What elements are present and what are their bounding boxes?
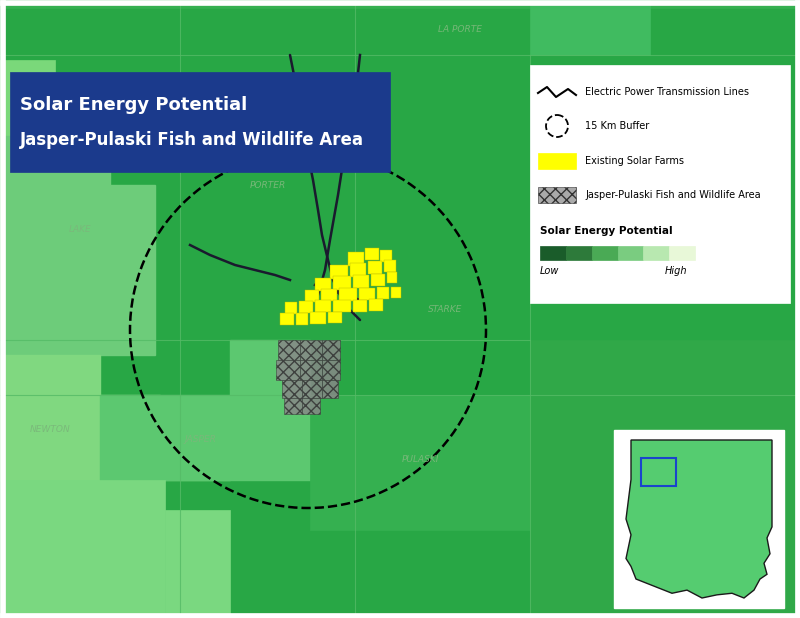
Bar [365, 248, 379, 260]
Text: LAKE: LAKE [69, 226, 91, 234]
Text: Solar Energy Potential: Solar Energy Potential [20, 96, 247, 114]
Bar [276, 360, 300, 380]
Bar [538, 153, 576, 169]
Text: NEWTON: NEWTON [30, 426, 70, 434]
Bar [310, 395, 530, 530]
Text: PULASKI: PULASKI [402, 455, 438, 465]
Polygon shape [626, 440, 772, 598]
Bar [0, 60, 55, 135]
Bar [322, 380, 338, 398]
Bar [310, 312, 326, 324]
Bar [538, 187, 576, 203]
Bar [795, 0, 800, 618]
Text: 15 Km Buffer: 15 Km Buffer [585, 121, 650, 131]
Text: Electric Power Transmission Lines: Electric Power Transmission Lines [585, 87, 749, 97]
Bar [371, 274, 385, 286]
Bar [0, 0, 800, 5]
Bar [377, 287, 389, 299]
Bar [321, 289, 337, 301]
Bar [380, 250, 392, 262]
Bar [384, 260, 396, 272]
Bar [284, 398, 302, 414]
Bar [359, 288, 375, 300]
Bar [300, 360, 322, 380]
Bar [299, 301, 313, 313]
Bar [278, 340, 300, 360]
Bar [0, 0, 800, 8]
Bar [280, 313, 294, 325]
Bar [530, 65, 790, 303]
Text: JASPER: JASPER [184, 436, 216, 444]
Bar [368, 261, 382, 274]
Bar [10, 72, 390, 172]
Bar [315, 300, 331, 312]
Bar [643, 246, 669, 260]
Text: High: High [665, 266, 687, 276]
Bar [339, 288, 357, 301]
Bar [530, 0, 650, 55]
Bar [566, 246, 592, 260]
Bar [285, 302, 297, 314]
Bar [592, 246, 618, 260]
Bar [333, 300, 351, 312]
Bar [540, 246, 566, 260]
Bar [315, 278, 331, 291]
Bar [0, 0, 5, 618]
Bar [614, 430, 784, 608]
Text: Jasper-Pulaski Fish and Wildlife Area: Jasper-Pulaski Fish and Wildlife Area [20, 131, 364, 149]
Bar [641, 458, 676, 486]
Text: Solar Energy Potential: Solar Energy Potential [540, 226, 673, 236]
Bar [669, 246, 695, 260]
Bar [0, 613, 800, 618]
Bar [322, 360, 340, 380]
Bar [530, 340, 800, 618]
Bar [322, 340, 340, 360]
Text: STARKE: STARKE [428, 305, 462, 315]
Text: Existing Solar Farms: Existing Solar Farms [585, 156, 684, 166]
Text: LA PORTE: LA PORTE [438, 25, 482, 35]
Polygon shape [0, 355, 230, 480]
Bar [302, 398, 320, 414]
Bar [333, 276, 351, 290]
Bar [328, 312, 342, 323]
Bar [0, 480, 165, 618]
Bar [353, 275, 369, 288]
Bar [165, 510, 230, 618]
Bar [350, 263, 366, 277]
Text: Low: Low [540, 266, 559, 276]
Polygon shape [100, 340, 310, 480]
Bar [330, 265, 348, 279]
Bar [305, 290, 319, 302]
Bar [618, 246, 643, 260]
Bar [348, 252, 364, 266]
Bar [302, 380, 322, 398]
Text: PORTER: PORTER [250, 180, 286, 190]
Bar [369, 299, 383, 311]
Text: Jasper-Pulaski Fish and Wildlife Area: Jasper-Pulaski Fish and Wildlife Area [585, 190, 761, 200]
Polygon shape [0, 135, 155, 355]
Bar [296, 313, 308, 325]
Bar [300, 340, 322, 360]
Bar [353, 300, 367, 312]
Bar [282, 380, 302, 398]
Bar [387, 272, 397, 283]
Bar [391, 287, 401, 298]
